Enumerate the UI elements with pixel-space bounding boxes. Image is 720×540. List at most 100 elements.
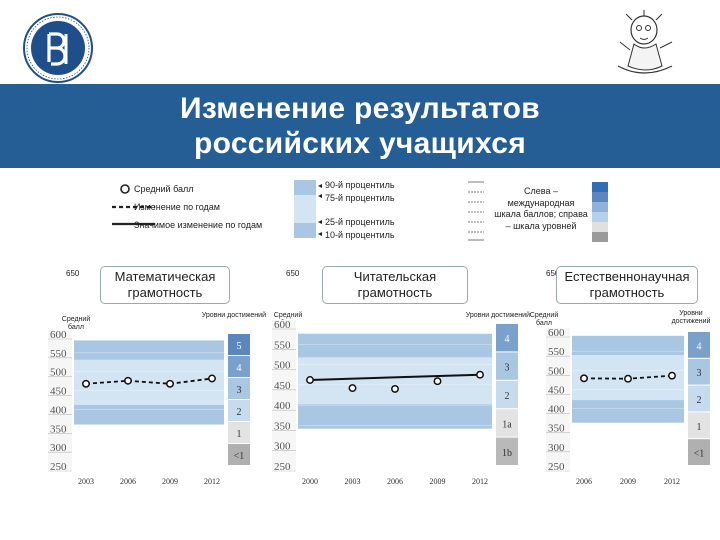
x-tick-label: 2009	[162, 477, 178, 486]
legend-significant-label: Значимое изменение по годам	[134, 220, 263, 230]
level-segment	[228, 400, 250, 421]
levels-label-reading: Уровни достижений	[465, 312, 530, 319]
y-tick-label: 400	[50, 404, 67, 416]
y-tick-label: 500	[548, 365, 565, 377]
mean-point	[82, 379, 90, 388]
legend-mean-marker	[120, 184, 130, 194]
ylabel-science: Средний балл	[529, 312, 559, 327]
y-tick-label: 300	[548, 442, 565, 454]
level-label: 5	[237, 341, 242, 352]
title-line-2: российских учащихся	[193, 127, 527, 160]
legend-level-colors	[592, 182, 608, 242]
level-segment	[688, 412, 710, 439]
level-label: 2	[697, 395, 702, 406]
level-segment	[688, 332, 710, 358]
y-tick-label: 450	[548, 384, 565, 396]
title-band	[0, 84, 720, 168]
mean-point	[348, 384, 357, 393]
x-tick-label: 2006	[576, 477, 592, 486]
y-tick-label: 550	[274, 339, 291, 351]
chart-math: 600 550 500 450 400 350 300 250 5 4 3 2 1 <1 2003 2006 2…	[48, 330, 250, 486]
x-tick-label: 2012	[204, 477, 220, 486]
x-tick-label: 2009	[620, 477, 636, 486]
ymax-label-math: 650	[66, 269, 80, 278]
level-segment	[228, 378, 250, 399]
y-tick-label: 300	[50, 442, 67, 454]
trend-line	[309, 373, 481, 381]
level-segment	[496, 380, 518, 409]
level-label: 3	[697, 368, 702, 379]
legend-p10-label: 10-й процентиль	[325, 230, 395, 240]
y-tick-label: 250	[50, 461, 67, 473]
y-tick-label: 600	[548, 328, 565, 339]
ymax-label-reading: 650	[286, 269, 300, 278]
level-segment	[688, 385, 710, 412]
mean-point	[668, 371, 676, 380]
y-tick-label: 300	[274, 441, 291, 453]
legend-p75-label: 75-й процентиль	[325, 193, 395, 203]
y-tick-label: 400	[548, 404, 565, 416]
y-tick-label: 450	[50, 386, 67, 398]
level-segment	[688, 439, 710, 465]
y-tick-label: 600	[274, 320, 291, 331]
x-tick-label: 2003	[345, 477, 361, 486]
hse-logo	[23, 13, 93, 83]
chart-science: 600 550 500 450 400 350 300 250 4 3 2 1 <1 2006 2009 20…	[546, 328, 710, 486]
y-axis-column	[546, 328, 570, 470]
mean-point	[124, 376, 132, 385]
scientist-mascot-icon	[617, 10, 673, 74]
y-tick-label: 250	[274, 461, 291, 473]
level-label: 1	[697, 422, 702, 433]
level-label: 1	[237, 429, 242, 440]
panel-title-science: Естественнонаучная грамотность	[556, 266, 698, 304]
level-label: 2	[505, 391, 510, 402]
legend-symbols	[112, 184, 155, 226]
y-axis-column	[272, 320, 296, 470]
legend-scales-note: Слева – международная шкала баллов; спра…	[494, 186, 588, 231]
ymax-label-science: 650	[546, 269, 560, 278]
levels-label-math: Уровни достижений	[201, 312, 266, 319]
mean-point	[391, 384, 399, 393]
level-segment	[228, 422, 250, 443]
legend-change-label: Изменение по годам	[134, 202, 220, 212]
level-label: 4	[237, 363, 242, 374]
level-segment	[496, 437, 518, 465]
legend-scale-ticks	[468, 181, 484, 241]
y-tick-label: 350	[548, 423, 565, 435]
panel-title-reading: Читательская грамотность	[322, 266, 468, 304]
x-tick-label: 2006	[387, 477, 403, 486]
legend-p25-label: 25-й процентиль	[325, 217, 395, 227]
level-segment	[688, 358, 710, 385]
level-segment	[496, 324, 518, 352]
panel-title-math: Математическая грамотность	[100, 266, 230, 304]
level-label: 3	[505, 363, 510, 374]
x-tick-label: 2012	[472, 477, 488, 486]
level-segment	[228, 444, 250, 465]
y-tick-label: 350	[50, 423, 67, 435]
level-label: 4	[505, 334, 510, 345]
level-segment	[228, 334, 250, 355]
level-label: 3	[237, 385, 242, 396]
level-label: 1a	[502, 419, 512, 430]
level-label: 1b	[502, 448, 512, 459]
mean-point	[433, 377, 442, 386]
mean-point	[306, 376, 314, 384]
y-tick-label: 450	[274, 380, 291, 392]
level-label: <1	[234, 451, 245, 462]
y-tick-label: 550	[50, 348, 67, 360]
y-tick-label: 250	[548, 461, 565, 473]
levels-label-science: Уровни достижений	[671, 310, 711, 325]
mean-point	[476, 370, 484, 379]
y-axis-column	[48, 330, 72, 470]
level-label: <1	[694, 449, 705, 460]
level-label: 2	[237, 407, 242, 418]
level-segment	[228, 356, 250, 377]
chart-reading: 600 550 500 450 400 350 300 250 4 3 2 1a 1b 2000 2003 2…	[272, 320, 518, 486]
legend-mean-label: Средний балл	[134, 184, 194, 194]
y-tick-label: 400	[274, 400, 291, 412]
mean-point	[166, 379, 174, 388]
title-line-1: Изменение результатов	[179, 92, 541, 125]
y-tick-label: 600	[50, 330, 67, 341]
level-label: 4	[697, 341, 702, 352]
x-tick-label: 2012	[664, 477, 680, 486]
